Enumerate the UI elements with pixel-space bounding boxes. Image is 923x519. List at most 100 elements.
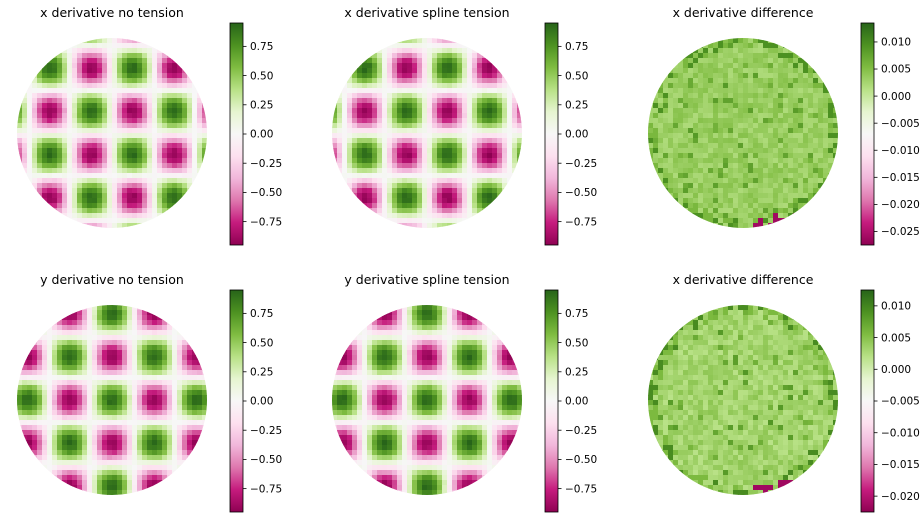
heatmap-cell — [708, 93, 714, 99]
heatmap-cell — [137, 173, 143, 179]
heatmap-cell — [788, 188, 794, 194]
heatmap-cell — [357, 143, 363, 149]
heatmap-cell — [132, 380, 138, 386]
heatmap-cell — [718, 93, 724, 99]
heatmap-cell — [823, 123, 829, 129]
heatmap-cell — [497, 193, 503, 199]
heatmap-cell — [42, 163, 48, 169]
heatmap-cell — [82, 183, 88, 189]
heatmap-cell — [157, 335, 163, 341]
heatmap-cell — [778, 103, 784, 109]
heatmap-cell — [387, 88, 393, 94]
heatmap-cell — [112, 158, 118, 164]
heatmap-cell — [648, 168, 654, 174]
heatmap-cell — [82, 425, 88, 431]
heatmap-cell — [693, 78, 699, 84]
heatmap-cell — [97, 53, 103, 59]
heatmap-cell — [417, 78, 423, 84]
heatmap-cell — [467, 88, 473, 94]
heatmap-cell — [372, 203, 378, 209]
heatmap-cell — [377, 153, 383, 159]
heatmap-cell — [62, 405, 68, 411]
heatmap-cell — [52, 365, 58, 371]
heatmap-cell — [42, 133, 48, 139]
heatmap-cell — [122, 420, 128, 426]
heatmap-cell — [57, 335, 63, 341]
heatmap-cell — [87, 113, 93, 119]
heatmap-cell — [27, 365, 33, 371]
heatmap-cell — [713, 198, 719, 204]
heatmap-cell — [462, 138, 468, 144]
heatmap-cell — [407, 128, 413, 134]
heatmap-cell — [72, 335, 78, 341]
heatmap-cell — [42, 118, 48, 124]
heatmap-cell — [97, 188, 103, 194]
heatmap-cell — [122, 455, 128, 461]
heatmap-cell — [92, 168, 98, 174]
heatmap-cell — [97, 465, 103, 471]
heatmap-cell — [417, 173, 423, 179]
heatmap-cell — [177, 108, 183, 114]
heatmap-cell — [758, 143, 764, 149]
heatmap-cell — [22, 123, 28, 129]
heatmap-cell — [187, 158, 193, 164]
heatmap-cell — [57, 143, 63, 149]
heatmap-cell — [197, 440, 203, 446]
heatmap-cell — [147, 435, 153, 441]
heatmap-cell — [693, 73, 699, 79]
heatmap-cell — [57, 330, 63, 336]
heatmap-cell — [97, 198, 103, 204]
heatmap-cell — [162, 410, 168, 416]
heatmap-cell — [738, 173, 744, 179]
heatmap-cell — [362, 153, 368, 159]
heatmap-cell — [192, 163, 198, 169]
heatmap-cell — [182, 415, 188, 421]
heatmap-cell — [182, 148, 188, 154]
heatmap-cell — [102, 395, 108, 401]
heatmap-cell — [162, 390, 168, 396]
heatmap-cell — [62, 178, 68, 184]
heatmap-cell — [27, 355, 33, 361]
heatmap-cell — [678, 168, 684, 174]
heatmap-cell — [382, 63, 388, 69]
heatmap-cell — [102, 375, 108, 381]
heatmap-cell — [147, 93, 153, 99]
heatmap-cell — [472, 128, 478, 134]
heatmap-cell — [137, 103, 143, 109]
heatmap-cell — [147, 330, 153, 336]
heatmap-cell — [487, 128, 493, 134]
heatmap-cell — [87, 350, 93, 356]
heatmap-cell — [728, 108, 734, 114]
heatmap-cell — [452, 138, 458, 144]
heatmap-cell — [72, 375, 78, 381]
heatmap-cell — [402, 53, 408, 59]
heatmap-cell — [733, 193, 739, 199]
heatmap-cell — [773, 53, 779, 59]
heatmap-cell — [462, 118, 468, 124]
heatmap-cell — [808, 188, 814, 194]
heatmap-cell — [107, 475, 113, 481]
heatmap-cell — [22, 163, 28, 169]
heatmap-cell — [372, 148, 378, 154]
heatmap-cell — [733, 173, 739, 179]
heatmap-cell — [142, 78, 148, 84]
heatmap-cell — [663, 83, 669, 89]
heatmap-cell — [743, 148, 749, 154]
heatmap-cell — [192, 380, 198, 386]
heatmap-cell — [743, 68, 749, 74]
heatmap-cell — [668, 183, 674, 189]
heatmap-cell — [387, 108, 393, 114]
heatmap-cell — [753, 113, 759, 119]
heatmap-cell — [137, 370, 143, 376]
heatmap-cell — [357, 73, 363, 79]
heatmap-cell — [733, 128, 739, 134]
heatmap-cell — [92, 320, 98, 326]
heatmap-cell — [668, 73, 674, 79]
heatmap-cell — [152, 218, 158, 224]
heatmap-cell — [402, 213, 408, 219]
heatmap-cell — [372, 198, 378, 204]
heatmap-cell — [487, 188, 493, 194]
heatmap-cell — [472, 218, 478, 224]
heatmap-cell — [668, 113, 674, 119]
heatmap-cell — [778, 98, 784, 104]
